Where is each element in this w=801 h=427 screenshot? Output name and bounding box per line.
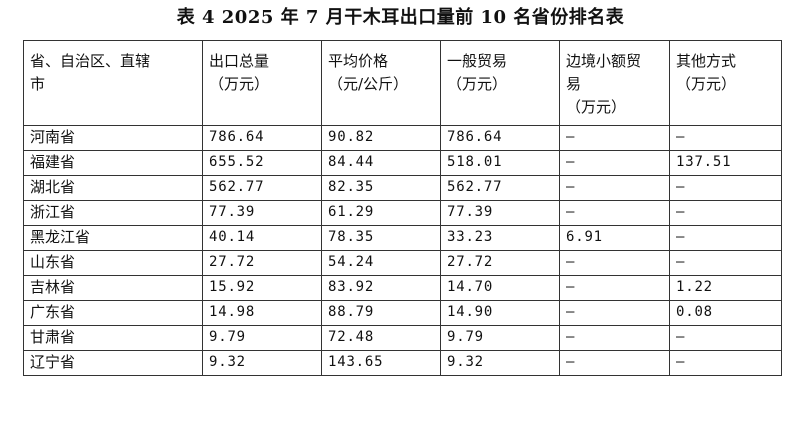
table-row: 河南省 786.64 90.82 786.64– – <box>23 125 782 151</box>
cell-border-trade: – <box>559 325 670 351</box>
header-average-price: 平均价格 （元/公斤） <box>321 40 441 126</box>
cell-average-price: 72.48 <box>321 325 441 351</box>
cell-province: 山东省 <box>23 250 203 276</box>
cell-export-total: 40.14 <box>202 225 322 251</box>
table-row: 山东省 27.72 54.24 27.72– – <box>23 250 782 276</box>
cell-other-methods: 1.22 <box>669 275 782 301</box>
cell-border-trade: – <box>559 350 670 376</box>
table-row: 黑龙江省 40.14 78.35 33.23 6.91– <box>23 225 782 251</box>
cell-export-total: 15.92 <box>202 275 322 301</box>
cell-average-price: 90.82 <box>321 125 441 151</box>
cell-average-price: 78.35 <box>321 225 441 251</box>
table-row: 浙江省 77.39 61.29 77.39– – <box>23 200 782 226</box>
cell-average-price: 61.29 <box>321 200 441 226</box>
cell-other-methods: – <box>669 175 782 201</box>
cell-province: 甘肃省 <box>23 325 203 351</box>
table-row: 辽宁省 9.32 143.65 9.32– – <box>23 350 782 376</box>
cell-general-trade: 14.70 <box>440 275 560 301</box>
cell-export-total: 9.79 <box>202 325 322 351</box>
cell-average-price: 143.65 <box>321 350 441 376</box>
table-body: 河南省 786.64 90.82 786.64– – 福建省 655.52 84.44 518.… <box>23 125 782 376</box>
cell-other-methods: 137.51 <box>669 150 782 176</box>
cell-average-price: 84.44 <box>321 150 441 176</box>
cell-general-trade: 33.23 <box>440 225 560 251</box>
header-other-methods: 其他方式 （万元） <box>669 40 782 126</box>
table-title: 表 4 2025 年 7 月干木耳出口量前 10 名省份排名表 <box>176 7 625 28</box>
header-border-trade: 边境小额贸 易 （万元） <box>559 40 670 126</box>
cell-general-trade: 77.39 <box>440 200 560 226</box>
cell-border-trade: 6.91 <box>559 225 670 251</box>
cell-export-total: 27.72 <box>202 250 322 276</box>
cell-other-methods: 0.08 <box>669 300 782 326</box>
table-row: 甘肃省 9.79 72.48 9.79– – <box>23 325 782 351</box>
cell-province: 河南省 <box>23 125 203 151</box>
header-province: 省、自治区、直辖 市 <box>23 40 203 126</box>
header-general-trade: 一般贸易 （万元） <box>440 40 560 126</box>
cell-general-trade: 9.79 <box>440 325 560 351</box>
cell-general-trade: 786.64 <box>440 125 560 151</box>
cell-average-price: 88.79 <box>321 300 441 326</box>
cell-average-price: 54.24 <box>321 250 441 276</box>
cell-general-trade: 562.77 <box>440 175 560 201</box>
cell-general-trade: 518.01 <box>440 150 560 176</box>
cell-other-methods: – <box>669 350 782 376</box>
cell-province: 湖北省 <box>23 175 203 201</box>
cell-province: 浙江省 <box>23 200 203 226</box>
cell-export-total: 562.77 <box>202 175 322 201</box>
cell-other-methods: – <box>669 125 782 151</box>
cell-province: 辽宁省 <box>23 350 203 376</box>
cell-other-methods: – <box>669 200 782 226</box>
cell-border-trade: – <box>559 300 670 326</box>
cell-border-trade: – <box>559 175 670 201</box>
table-row: 广东省 14.98 88.79 14.90–0.08 <box>23 300 782 326</box>
export-ranking-table: 省、自治区、直辖 市 出口总量 （万元） 平均价格 （元/公斤） 一般贸易 （万… <box>23 40 782 376</box>
cell-other-methods: – <box>669 225 782 251</box>
cell-province: 黑龙江省 <box>23 225 203 251</box>
table-row: 福建省 655.52 84.44 518.01–137.51 <box>23 150 782 176</box>
cell-general-trade: 27.72 <box>440 250 560 276</box>
cell-export-total: 77.39 <box>202 200 322 226</box>
cell-export-total: 786.64 <box>202 125 322 151</box>
cell-average-price: 83.92 <box>321 275 441 301</box>
cell-border-trade: – <box>559 150 670 176</box>
cell-other-methods: – <box>669 250 782 276</box>
cell-export-total: 9.32 <box>202 350 322 376</box>
cell-border-trade: – <box>559 275 670 301</box>
cell-province: 福建省 <box>23 150 203 176</box>
cell-average-price: 82.35 <box>321 175 441 201</box>
cell-province: 广东省 <box>23 300 203 326</box>
cell-province: 吉林省 <box>23 275 203 301</box>
cell-border-trade: – <box>559 125 670 151</box>
cell-border-trade: – <box>559 200 670 226</box>
table-row: 吉林省 15.92 83.92 14.70–1.22 <box>23 275 782 301</box>
cell-border-trade: – <box>559 250 670 276</box>
header-row: 省、自治区、直辖 市 出口总量 （万元） 平均价格 （元/公斤） 一般贸易 （万… <box>23 40 782 126</box>
cell-other-methods: – <box>669 325 782 351</box>
header-export-total: 出口总量 （万元） <box>202 40 322 126</box>
table-row: 湖北省 562.77 82.35 562.77– – <box>23 175 782 201</box>
cell-export-total: 14.98 <box>202 300 322 326</box>
cell-export-total: 655.52 <box>202 150 322 176</box>
cell-general-trade: 14.90 <box>440 300 560 326</box>
cell-general-trade: 9.32 <box>440 350 560 376</box>
